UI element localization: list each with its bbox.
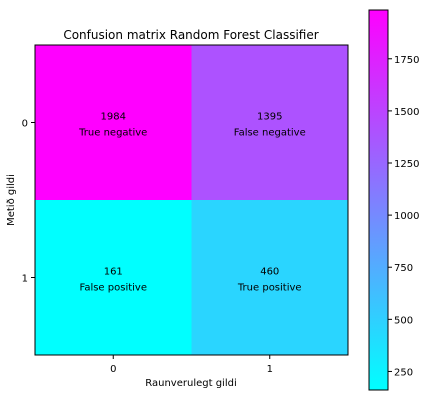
colorbar-tick-label-1: 500 <box>394 315 413 326</box>
cell-label-1-1: True positive <box>237 283 302 294</box>
cell-value-1-1: 460 <box>260 267 279 278</box>
cell-label-0-1: False negative <box>234 128 306 139</box>
y-axis-ticks: 01 <box>22 119 35 285</box>
cell-value-1-0: 161 <box>104 267 123 278</box>
x-tick-label-1: 1 <box>267 364 273 375</box>
x-axis-label: Raunverulegt gildi <box>145 378 236 389</box>
plot-frame <box>34 44 349 356</box>
y-tick-label-0: 0 <box>22 119 28 130</box>
heatmap-cell-0-0 <box>35 45 192 200</box>
cell-value-0-1: 1395 <box>257 112 282 123</box>
x-tick-label-0: 0 <box>110 364 116 375</box>
cell-label-1-0: False positive <box>79 283 147 294</box>
colorbar-tick-label-3: 1000 <box>394 211 419 222</box>
heatmap-cell-0-1 <box>191 45 348 200</box>
colorbar-tick-label-5: 1500 <box>394 107 419 118</box>
colorbar <box>368 9 389 391</box>
chart-title: Confusion matrix Random Forest Classifie… <box>63 28 318 42</box>
heatmap-cells: 1984 True negative 1395 False negative 161 Fa… <box>35 45 348 355</box>
y-tick-label-1: 1 <box>22 274 28 285</box>
heatmap-cell-1-0 <box>35 200 192 355</box>
colorbar-tick-label-0: 250 <box>394 367 413 378</box>
y-axis-label: Metið gildi <box>6 174 17 226</box>
colorbar-tick-label-2: 750 <box>394 263 413 274</box>
colorbar-tick-label-4: 1250 <box>394 159 419 170</box>
cell-label-0-0: True negative <box>78 128 147 139</box>
colorbar-ticks: 250 500 750 1000 1250 1500 1750 <box>388 55 419 378</box>
heatmap-cell-1-1 <box>191 200 348 355</box>
cell-value-0-0: 1984 <box>101 112 126 123</box>
colorbar-tick-label-6: 1750 <box>394 55 419 66</box>
